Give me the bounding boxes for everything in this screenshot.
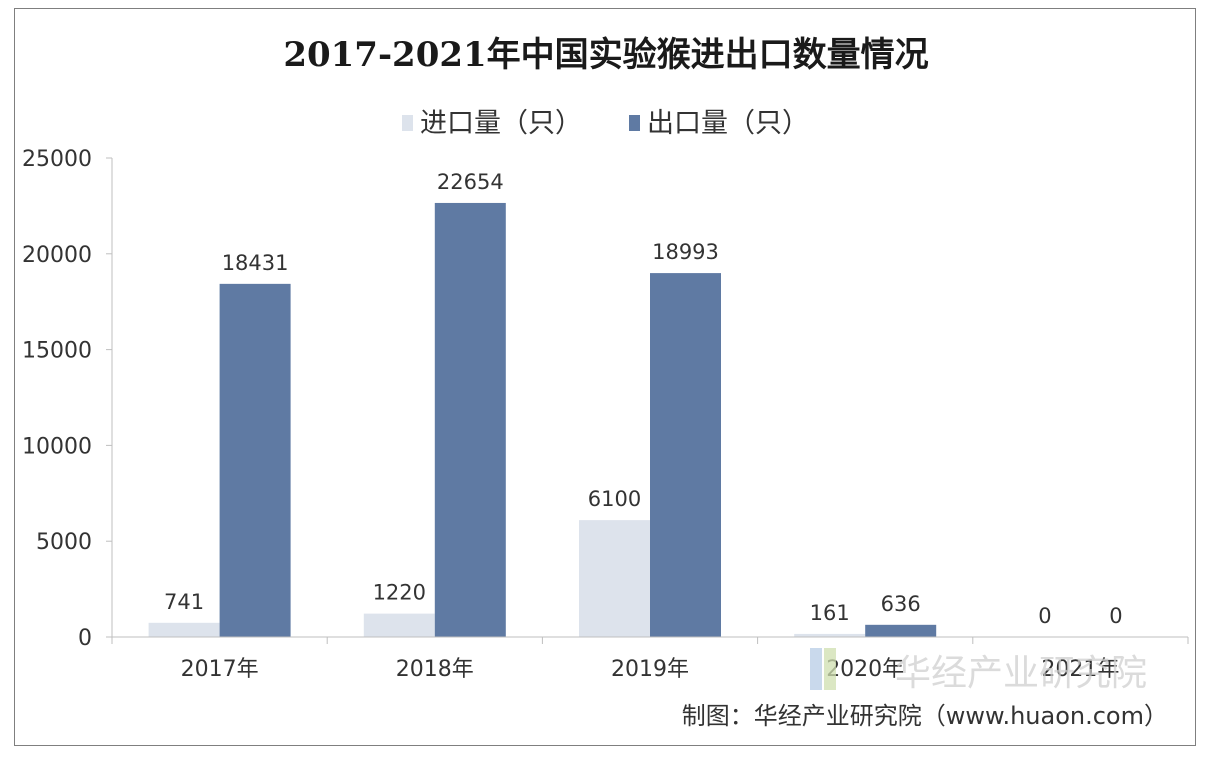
data-label-import-2: 6100 bbox=[588, 487, 641, 511]
data-label-export-0: 18431 bbox=[222, 251, 289, 275]
bar-export-2 bbox=[650, 273, 721, 637]
bar-export-0 bbox=[219, 283, 291, 637]
legend-label-import: 进口量（只） bbox=[420, 108, 582, 139]
x-category-label: 2018年 bbox=[396, 657, 474, 682]
watermark-text: 华经产业研究院 bbox=[895, 653, 1147, 694]
data-label-import-1: 1220 bbox=[373, 581, 426, 605]
bar-import-1 bbox=[363, 613, 435, 637]
data-label-export-4: 0 bbox=[1109, 604, 1122, 628]
watermark: 华经产业研究院 bbox=[810, 648, 1147, 694]
data-label-import-0: 741 bbox=[164, 590, 204, 614]
y-tick-label: 15000 bbox=[22, 339, 92, 364]
bar-import-0 bbox=[148, 622, 220, 637]
bar-export-1 bbox=[434, 202, 506, 638]
chart-credit: 制图：华经产业研究院（www.huaon.com） bbox=[682, 702, 1168, 730]
data-label-export-2: 18993 bbox=[652, 240, 719, 264]
y-tick-label: 25000 bbox=[22, 147, 92, 172]
y-tick-label: 5000 bbox=[36, 530, 92, 555]
x-axis-categories: 2017年 2018年 2019年 2020年 2021年 bbox=[181, 657, 1120, 682]
legend-swatch-import bbox=[402, 115, 413, 131]
bar-import-2 bbox=[579, 520, 650, 637]
bars bbox=[148, 202, 937, 638]
chart-title: 2017-2021年中国实验猴进出口数量情况 bbox=[283, 35, 928, 75]
x-category-label: 2017年 bbox=[181, 657, 259, 682]
y-tick-label: 20000 bbox=[22, 243, 92, 268]
legend: 进口量（只） 出口量（只） bbox=[402, 108, 809, 139]
x-axis-ticks bbox=[111, 637, 1189, 644]
y-tick-label: 10000 bbox=[22, 434, 92, 459]
data-labels: 741 1220 6100 161 0 18431 22654 18993 636 0 bbox=[164, 170, 1123, 628]
data-label-export-3: 636 bbox=[881, 592, 921, 616]
data-label-import-3: 161 bbox=[810, 601, 850, 625]
x-category-label: 2020年 bbox=[826, 657, 904, 682]
x-category-label: 2019年 bbox=[611, 657, 689, 682]
watermark-logo-right bbox=[824, 648, 836, 690]
y-tick-label: 0 bbox=[78, 626, 92, 651]
legend-label-export: 出口量（只） bbox=[647, 108, 809, 139]
bar-import-3 bbox=[794, 633, 866, 637]
legend-swatch-export bbox=[629, 115, 640, 131]
bar-export-3 bbox=[865, 624, 937, 637]
data-label-export-1: 22654 bbox=[437, 170, 504, 194]
data-label-import-4: 0 bbox=[1038, 604, 1051, 628]
watermark-logo-left bbox=[810, 648, 822, 690]
x-category-label: 2021年 bbox=[1041, 657, 1119, 682]
y-axis: 0 5000 10000 15000 20000 25000 bbox=[22, 147, 113, 651]
